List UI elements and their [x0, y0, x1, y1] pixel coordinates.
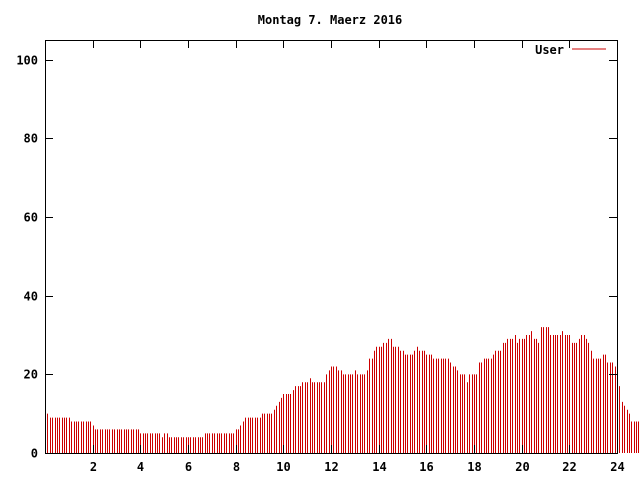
y-tick-label: 20	[24, 368, 38, 382]
x-tick-label: 22	[562, 460, 576, 474]
y-tick-label: 40	[24, 290, 38, 304]
x-tick-label: 12	[324, 460, 338, 474]
x-tick-label: 14	[372, 460, 386, 474]
chart-title: Montag 7. Maerz 2016	[258, 13, 403, 27]
x-tick-label: 4	[137, 460, 144, 474]
x-tick-label: 24	[610, 460, 624, 474]
x-tick-label: 8	[233, 460, 240, 474]
x-tick-label: 2	[90, 460, 97, 474]
y-tick-label: 80	[24, 132, 38, 146]
x-tick-label: 16	[419, 460, 433, 474]
x-tick-label: 6	[185, 460, 192, 474]
legend-label-user: User	[535, 43, 564, 57]
y-tick-label: 60	[24, 211, 38, 225]
y-tick-label: 100	[16, 54, 38, 68]
y-tick-label: 0	[31, 447, 38, 461]
bars-layer	[45, 327, 639, 453]
x-tick-label: 18	[467, 460, 481, 474]
legend: User	[535, 43, 606, 57]
x-tick-label: 10	[276, 460, 290, 474]
x-tick-label: 20	[515, 460, 529, 474]
